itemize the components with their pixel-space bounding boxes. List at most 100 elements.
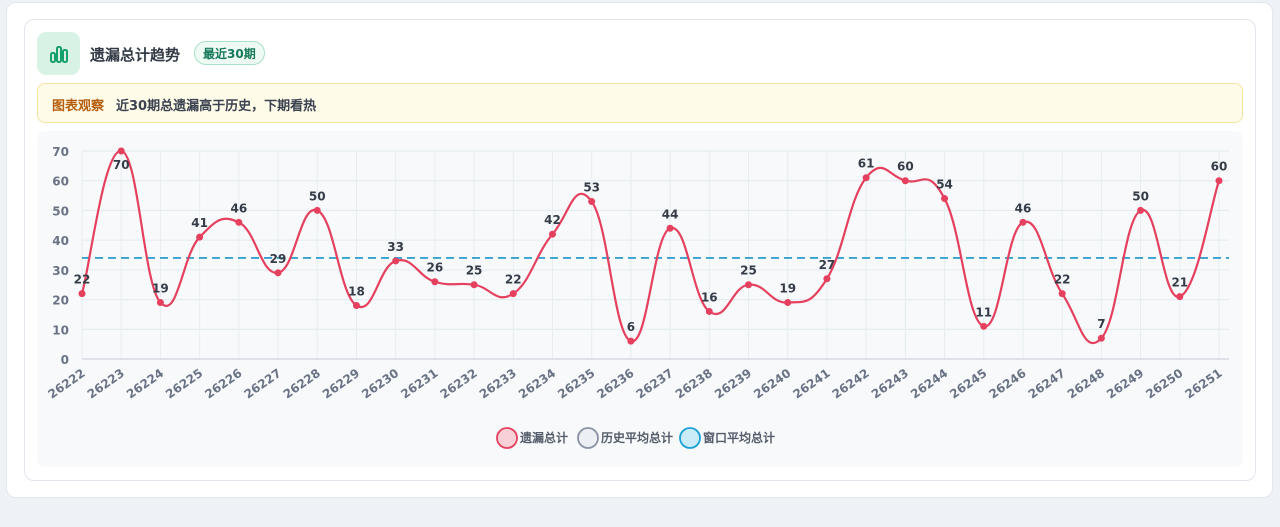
data-point[interactable] <box>1019 218 1027 226</box>
y-tick-label: 40 <box>52 234 69 248</box>
x-tick-label: 26237 <box>634 366 676 401</box>
data-label: 44 <box>662 207 679 221</box>
observation-label: 图表观察 <box>52 99 105 114</box>
data-point[interactable] <box>156 299 164 307</box>
observation-banner: 图表观察 近30期总遗漏高于历史，下期看热 <box>37 83 1243 123</box>
x-tick-label: 26222 <box>45 366 87 401</box>
data-label: 19 <box>779 282 796 296</box>
data-label: 50 <box>309 189 326 203</box>
data-point[interactable] <box>196 233 204 241</box>
data-label: 60 <box>897 160 914 174</box>
bar-chart-icon-svg <box>49 45 68 63</box>
data-point[interactable] <box>784 299 792 307</box>
x-tick-label: 26241 <box>790 366 832 401</box>
data-label: 22 <box>505 273 522 287</box>
data-label: 60 <box>1211 160 1228 174</box>
x-tick-label: 26230 <box>359 366 401 401</box>
x-tick-label: 26232 <box>438 366 480 401</box>
y-tick-label: 10 <box>52 323 69 337</box>
data-point[interactable] <box>588 198 596 206</box>
data-point[interactable] <box>392 257 400 265</box>
data-label: 16 <box>701 290 718 304</box>
data-point[interactable] <box>666 224 674 232</box>
x-tick-label: 26249 <box>1104 366 1146 401</box>
data-label: 42 <box>544 213 561 227</box>
data-label: 22 <box>74 273 91 287</box>
legend-label[interactable]: 窗口平均总计 <box>703 430 775 445</box>
bar-chart-icon <box>37 32 80 75</box>
data-point[interactable] <box>1215 177 1223 185</box>
data-label: 54 <box>936 178 953 192</box>
data-point[interactable] <box>470 281 478 289</box>
data-point[interactable] <box>1176 293 1184 301</box>
x-tick-label: 26250 <box>1143 366 1185 401</box>
data-point[interactable] <box>1097 334 1105 342</box>
data-point[interactable] <box>313 206 321 214</box>
x-tick-label: 26234 <box>516 366 558 401</box>
data-label: 11 <box>975 305 992 319</box>
data-label: 6 <box>627 320 635 334</box>
y-tick-label: 60 <box>52 175 69 189</box>
x-tick-label: 26226 <box>202 366 244 401</box>
data-label: 26 <box>427 261 444 275</box>
data-label: 41 <box>191 216 208 230</box>
data-label: 53 <box>583 181 600 195</box>
x-tick-label: 26248 <box>1065 366 1107 401</box>
x-tick-label: 26231 <box>398 366 440 401</box>
data-point[interactable] <box>431 278 439 286</box>
trend-line-chart: 0 10 20 30 40 50 60 70 22 70 19 41 46 29 50 18 33 26 25 22 4… <box>45 145 1229 449</box>
data-label: 25 <box>740 264 757 278</box>
data-label: 27 <box>819 258 836 272</box>
x-tick-label: 26251 <box>1182 366 1224 401</box>
data-label: 25 <box>466 264 483 278</box>
data-point[interactable] <box>980 322 988 330</box>
legend-label[interactable]: 历史平均总计 <box>601 430 673 445</box>
data-point[interactable] <box>274 269 282 277</box>
chart-title: 遗漏总计趋势 <box>90 46 181 64</box>
legend-swatch[interactable] <box>496 427 518 449</box>
x-tick-label: 26223 <box>85 366 127 401</box>
data-point[interactable] <box>235 218 243 226</box>
x-tick-label: 26240 <box>751 366 793 401</box>
x-tick-label: 26244 <box>908 366 950 401</box>
x-tick-label: 26224 <box>124 366 166 401</box>
x-tick-label: 26233 <box>477 366 519 401</box>
data-point[interactable] <box>78 290 86 298</box>
legend-swatch[interactable] <box>577 427 599 449</box>
data-point[interactable] <box>745 281 753 289</box>
x-tick-label: 26229 <box>320 366 362 401</box>
data-label: 21 <box>1171 276 1188 290</box>
x-tick-label: 26246 <box>986 366 1028 401</box>
data-label: 70 <box>113 158 130 172</box>
data-label: 18 <box>348 285 365 299</box>
data-point[interactable] <box>941 195 949 203</box>
x-tick-label: 26227 <box>242 366 284 401</box>
period-badge[interactable]: 最近30期 <box>194 41 265 65</box>
x-tick-label: 26228 <box>281 366 323 401</box>
y-tick-label: 0 <box>61 353 69 367</box>
data-point[interactable] <box>862 174 870 182</box>
y-tick-label: 50 <box>52 204 69 218</box>
data-point[interactable] <box>901 177 909 185</box>
data-point[interactable] <box>352 302 360 310</box>
y-tick-label: 70 <box>52 145 69 159</box>
data-point[interactable] <box>1137 206 1145 214</box>
data-label: 46 <box>230 201 247 215</box>
x-tick-label: 26245 <box>947 366 989 401</box>
data-point[interactable] <box>823 275 831 283</box>
data-point[interactable] <box>705 307 713 315</box>
legend-swatch[interactable] <box>679 427 701 449</box>
observation-text: 近30期总遗漏高于历史，下期看热 <box>116 99 317 114</box>
data-point[interactable] <box>1058 290 1066 298</box>
data-point[interactable] <box>117 147 125 155</box>
data-point[interactable] <box>509 290 517 298</box>
data-label: 50 <box>1132 189 1149 203</box>
data-point[interactable] <box>548 230 556 238</box>
data-label: 33 <box>387 240 404 254</box>
legend-label[interactable]: 遗漏总计 <box>519 430 568 445</box>
x-tick-label: 26238 <box>673 366 715 401</box>
x-tick-label: 26243 <box>869 366 911 401</box>
data-label: 29 <box>270 252 287 266</box>
data-label: 7 <box>1097 317 1105 331</box>
data-point[interactable] <box>627 337 635 345</box>
